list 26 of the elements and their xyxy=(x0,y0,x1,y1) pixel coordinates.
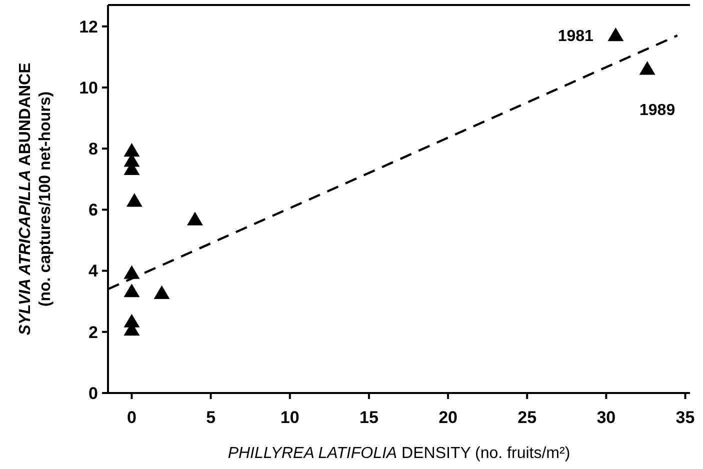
x-tick-label: 5 xyxy=(206,408,216,427)
annotation: 1981 xyxy=(558,28,594,46)
point xyxy=(186,212,203,226)
point xyxy=(639,61,656,75)
x-tick-label: 20 xyxy=(438,408,458,427)
x-axis-title: PHILLYREA LATIFOLIA DENSITY (no. fruits/m²) xyxy=(228,445,570,462)
x-tick-label: 35 xyxy=(676,408,695,427)
y-tick-label: 8 xyxy=(88,140,98,159)
point xyxy=(126,193,142,207)
x-tick-label: 15 xyxy=(359,408,378,427)
y-tick-label: 2 xyxy=(88,322,98,342)
y-tick-label: 12 xyxy=(79,17,98,36)
x-tick-label: 25 xyxy=(518,408,537,427)
x-tick-label: 30 xyxy=(596,408,616,427)
y-tick-label: 6 xyxy=(88,200,98,220)
point xyxy=(608,28,624,42)
x-tick-label: 0 xyxy=(126,408,136,427)
y-tick-label: 0 xyxy=(88,384,98,403)
point xyxy=(154,285,170,300)
point xyxy=(124,284,140,298)
x-tick-label: 10 xyxy=(280,408,300,427)
point xyxy=(124,143,140,157)
text: SYLVIA ATRICAPILLA ABUNDANCE (no. captures/100 net-hours) xyxy=(17,62,54,336)
y-tick-label: 4 xyxy=(88,262,99,281)
annotation: 1989 xyxy=(640,102,676,119)
y-tick-label: 10 xyxy=(79,78,98,98)
